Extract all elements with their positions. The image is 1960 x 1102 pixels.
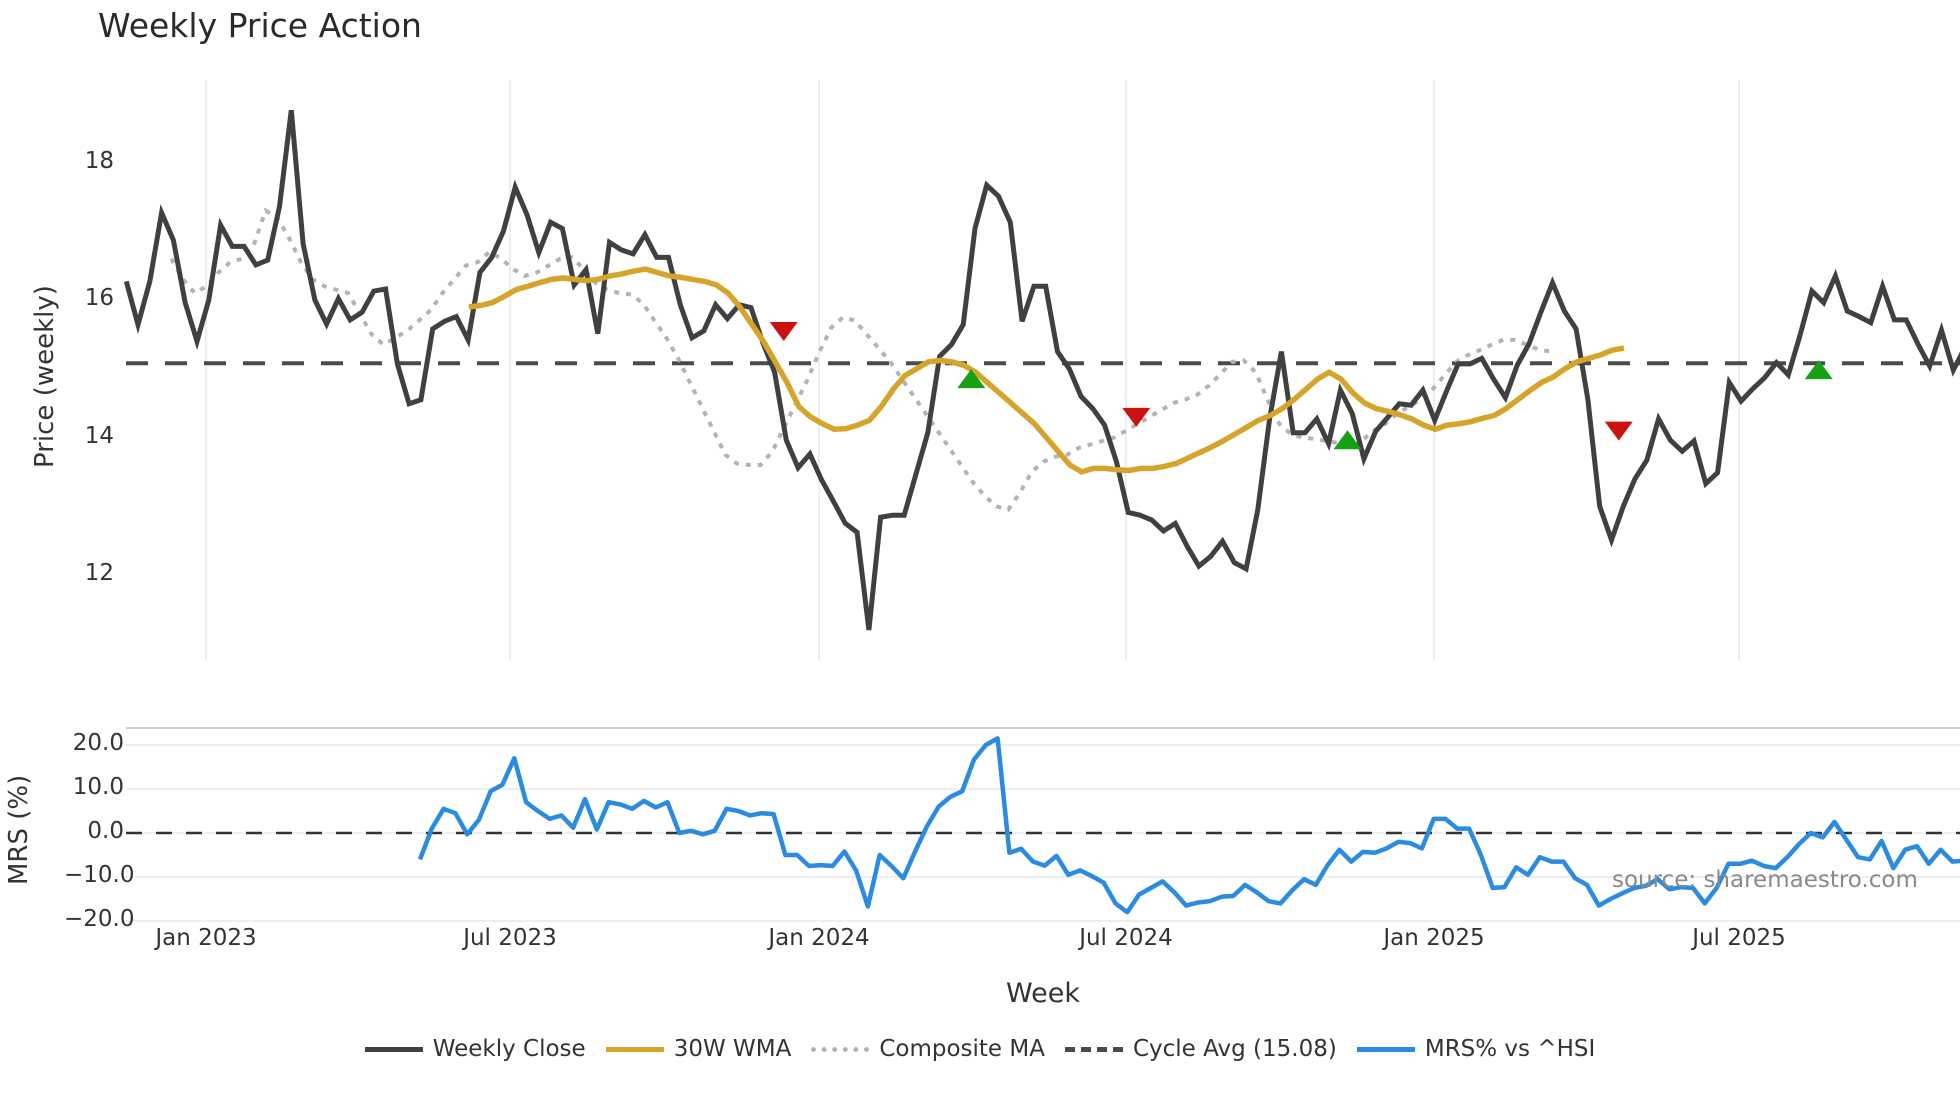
legend-item[interactable]: MRS% vs ^HSI (1356, 1036, 1596, 1062)
price-tick-label: 14 (84, 422, 114, 449)
legend-swatch-icon (364, 1046, 423, 1052)
mrs-tick-label: −10.0 (64, 862, 135, 888)
sell-signal-marker (1122, 407, 1151, 427)
mrs-axis-label: MRS (%) (4, 774, 34, 885)
legend-item[interactable]: Cycle Avg (15.08) (1064, 1036, 1337, 1062)
mrs-tick-label: 10.0 (72, 774, 124, 800)
buy-signal-marker (1804, 360, 1833, 380)
chart-title: Weekly Price Action (98, 6, 422, 45)
mrs-tick-label: −20.0 (64, 906, 135, 932)
legend-item[interactable]: 30W WMA (605, 1036, 792, 1062)
sell-signal-marker (1604, 421, 1633, 441)
legend-label: MRS% vs ^HSI (1424, 1036, 1596, 1062)
x-axis-label: Week (1006, 978, 1080, 1009)
legend-item[interactable]: Weekly Close (364, 1036, 586, 1062)
source-watermark: source: sharemaestro.com (1612, 867, 1918, 893)
x-tick-label: Jan 2023 (155, 925, 257, 951)
x-tick-label: Jan 2025 (1383, 925, 1485, 951)
buy-signal-marker (957, 369, 986, 389)
legend-label: 30W WMA (673, 1036, 792, 1062)
mrs-tick-label: 20.0 (72, 730, 124, 756)
composite-ma-line (169, 207, 1551, 513)
x-tick-label: Jul 2023 (463, 925, 557, 951)
legend-swatch-icon (1356, 1046, 1415, 1052)
weekly-close-line (123, 109, 1960, 631)
price-tick-label: 18 (84, 147, 114, 174)
buy-signal-marker (1333, 430, 1362, 450)
sell-signal-marker (769, 321, 798, 341)
wma-line (468, 266, 1625, 475)
price-tick-label: 16 (84, 285, 114, 311)
legend-label: Cycle Avg (15.08) (1132, 1036, 1337, 1062)
x-tick-label: Jul 2024 (1079, 925, 1173, 951)
legend-swatch-icon (605, 1046, 664, 1052)
x-tick-label: Jul 2025 (1692, 925, 1786, 951)
mrs-line (417, 736, 1960, 915)
legend-label: Composite MA (879, 1036, 1045, 1062)
legend-swatch-icon (811, 1046, 870, 1052)
legend-label: Weekly Close (432, 1036, 586, 1062)
legend-item[interactable]: Composite MA (811, 1036, 1045, 1062)
mrs-tick-label: 0.0 (87, 818, 124, 844)
legend: Weekly Close 30W WMA Composite MA Cycle Avg… (0, 1036, 1960, 1062)
x-tick-label: Jan 2024 (768, 925, 870, 951)
price-tick-label: 12 (84, 560, 114, 586)
legend-swatch-icon (1064, 1046, 1123, 1052)
